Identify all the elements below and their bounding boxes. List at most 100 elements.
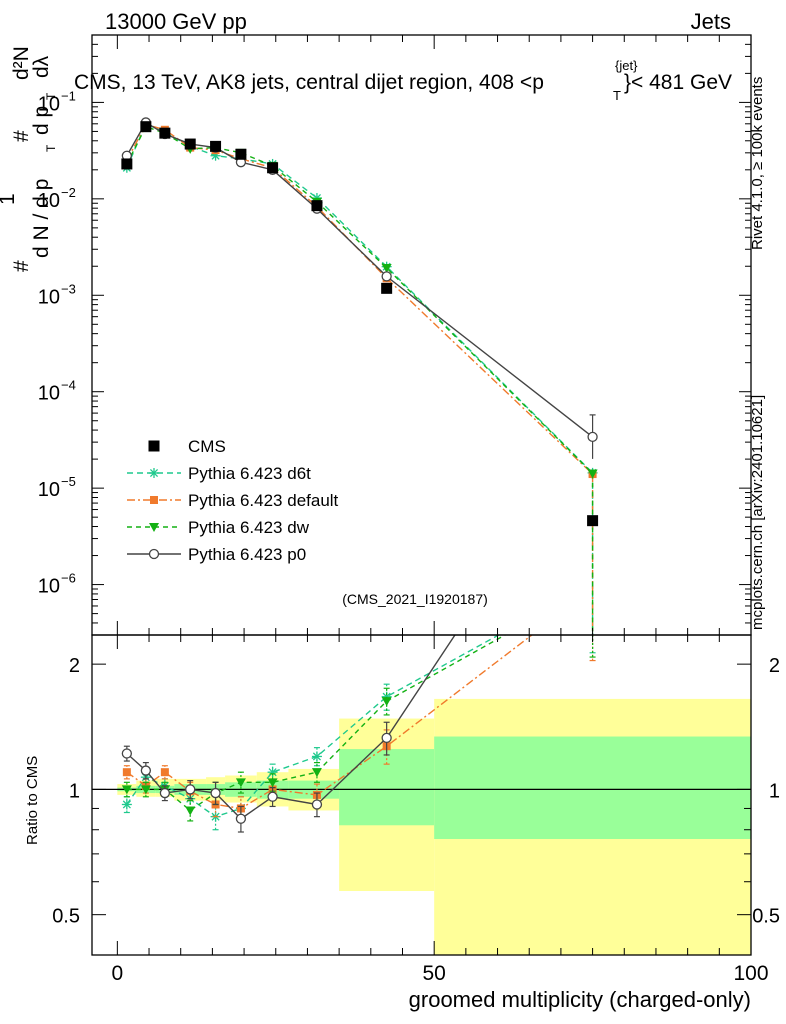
ratio-point-dw [121,785,132,795]
legend-item-p0: Pythia 6.423 p0 [127,545,306,564]
main-ytick-label: 10 [38,479,60,501]
legend-marker-d6t [149,468,159,478]
legend-marker-p0 [148,548,160,560]
header-right: Jets [691,9,731,34]
ylabel-t1: T [44,144,58,152]
x-axis-label: groomed multiplicity (charged-only) [409,987,751,1012]
ratio-point-p0 [311,799,323,810]
main-panel-series [121,117,599,635]
ratio-frame [91,634,752,956]
band-inner-bin [339,749,435,826]
legend-label: Pythia 6.423 default [188,491,339,510]
title-end: }< 481 GeV [624,71,732,94]
point-dw [587,469,598,479]
ratio-point-p0 [185,784,196,795]
series-line-dw [126,125,594,474]
legend-label: Pythia 6.423 d6t [188,464,311,483]
point-p0 [587,431,598,443]
point-data [210,140,222,152]
ratio-uncertainty-bands [92,698,751,955]
ratio-point-dw [311,768,322,778]
legend-item-d6t: Pythia 6.423 d6t [127,464,311,483]
ratio-panel-series [121,635,596,833]
header-left: 13000 GeV pp [105,9,247,34]
ratio-point-p0 [381,732,392,744]
xtick-label: 100 [733,962,768,985]
main-ytick-exponent: −4 [61,378,76,393]
ratio-ytick-label-right: 0.5 [752,906,780,928]
main-ytick-label: 10 [38,190,60,212]
ratio-point-default [160,768,169,777]
main-ytick-exponent: −5 [61,474,76,489]
title-main: CMS, 13 TeV, AK8 jets, central dijet reg… [74,71,544,94]
ratio-point-dw [185,806,196,816]
point-data [235,148,247,160]
ratio-point-p0 [267,791,278,802]
main-ytick-label: 10 [38,286,60,308]
point-data [184,138,196,150]
main-ytick-label: 10 [38,383,60,405]
point-data [381,282,393,294]
legend-item-data: CMS [148,437,226,456]
ratio-ytick-label-right: 1 [769,780,780,802]
ratio-series-dw [121,635,596,822]
legend-item-default: Pythia 6.423 default [127,491,339,510]
legend-marker-dw [149,523,159,532]
point-data [267,162,279,174]
point-data [587,515,599,527]
ratio-point-dw [267,778,278,788]
main-ytick-exponent: −6 [61,571,76,586]
point-p0 [381,271,392,282]
mcplots-label: mcplots.cern.ch [arXiv:2401.10621] [749,395,766,630]
main-ytick-exponent: −1 [61,88,76,103]
legend-label: CMS [188,437,226,456]
ylabel-t2: T [44,92,58,100]
rivet-version: Rivet 4.1.0, ≥ 100k events [749,77,766,250]
point-data [121,158,133,170]
ratio-series-p0 [121,635,456,833]
point-data [311,200,323,212]
xtick-label: 50 [422,962,445,985]
ylabel-dpt: d p [30,106,53,135]
title-sup: {jet} [615,58,638,73]
ratio-ylabel: Ratio to CMS [24,756,41,845]
ratio-point-d6t [267,767,278,778]
ratio-point-p0 [159,787,171,799]
legend-label: Pythia 6.423 p0 [188,545,306,564]
series-data [121,121,599,527]
ratio-point-dw [381,697,392,707]
series-line-d6t [126,122,594,474]
ylabel-d2n: d²N [10,46,33,80]
ratio-point-dw [235,778,246,788]
legend-label: Pythia 6.423 dw [188,518,310,537]
series-line-p0 [126,121,594,438]
ratio-point-default [122,768,131,777]
ratio-line-dw [126,635,507,812]
ratio-ytick-label-right: 2 [769,655,780,677]
main-ylabel: # 1 d N / d p T # d p T dλ d²N [0,46,58,272]
xtick-label: 0 [112,962,124,985]
main-ytick-exponent: −3 [61,281,76,296]
ratio-point-p0 [210,787,221,799]
ylabel-dndpt: d N / d p [30,179,53,258]
main-ytick-exponent: −2 [61,185,76,200]
ylabel-dlambda: dλ [30,55,53,78]
ratio-ytick-label-left: 2 [69,655,80,677]
point-data [140,121,152,133]
series-p0 [121,117,598,459]
ratio-point-d6t [311,751,322,762]
ratio-point-d6t [121,799,132,810]
analysis-id: (CMS_2021_I1920187) [342,591,488,607]
ratio-point-p0 [140,765,152,776]
point-dw [381,263,392,273]
plot-title: CMS, 13 TeV, AK8 jets, central dijet reg… [74,58,732,103]
ratio-point-p0 [121,748,133,759]
ratio-point-dw [140,785,151,795]
legend-marker-data [148,440,160,452]
series-line-default [126,123,594,475]
legend: CMS Pythia 6.423 d6t Pythia 6.423 default P… [127,437,339,564]
legend-item-dw: Pythia 6.423 dw [127,518,310,537]
title-sub: T [613,88,621,103]
